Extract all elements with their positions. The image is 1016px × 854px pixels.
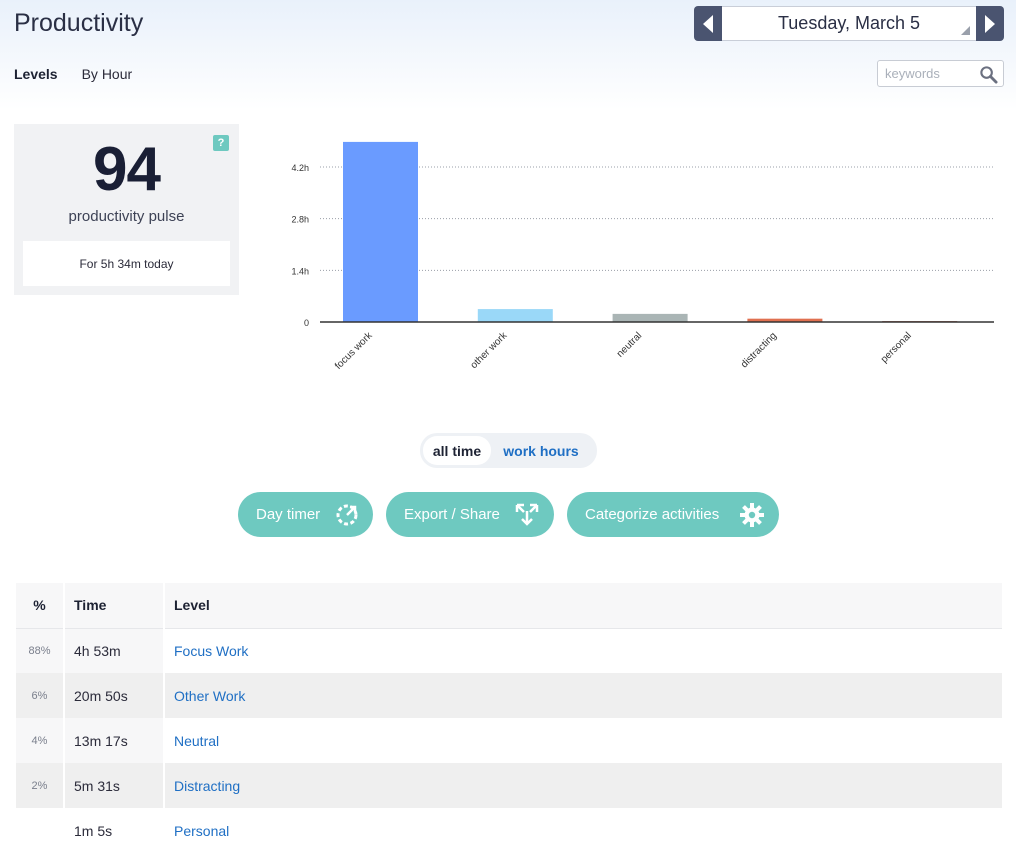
bar-other-work (477, 309, 553, 322)
row-level-cell: Focus Work (164, 628, 1002, 673)
y-tick-label: 4.2h (291, 163, 309, 173)
resize-corner-icon (961, 26, 970, 35)
table-header-row: % Time Level (16, 583, 1002, 629)
date-navigator: Tuesday, March 5 (694, 6, 1004, 41)
toggle-work-hours[interactable]: work hours (503, 442, 579, 459)
level-link-focus-work[interactable]: Focus Work (174, 642, 249, 659)
x-tick-label: neutral (615, 330, 644, 359)
bar-neutral (612, 313, 688, 322)
current-date: Tuesday, March 5 (777, 13, 921, 33)
row-level-cell: Distracting (164, 763, 1002, 808)
row-percent: 2% (16, 763, 65, 808)
next-day-button[interactable] (976, 6, 1004, 41)
row-time: 1m 5s (64, 808, 165, 853)
y-tick-label: 0 (304, 318, 309, 328)
date-picker[interactable]: Tuesday, March 5 (722, 6, 976, 41)
time-range-toggle: all time work hours (420, 433, 597, 468)
levels-table: % Time Level 88% 4h 53m Focus Work 6% 20… (16, 583, 1002, 853)
view-tabs: Levels By Hour (14, 66, 132, 82)
levels-bar-chart: 0 1.4h 2.8h 4.2h focus work other work neutral… (291, 141, 994, 372)
day-timer-label: Day timer (256, 506, 321, 523)
pulse-score: 94 (93, 135, 161, 204)
export-share-button[interactable]: Export / Share (386, 492, 554, 537)
row-level-cell: Personal (164, 808, 1002, 853)
tab-by-hour[interactable]: By Hour (81, 66, 133, 82)
x-tick-label: focus work (333, 330, 375, 372)
tab-levels[interactable]: Levels (14, 66, 58, 82)
previous-day-button[interactable] (694, 6, 722, 41)
export-share-label: Export / Share (404, 506, 500, 523)
table-row: 4% 13m 17s Neutral (16, 718, 1002, 763)
bar-distracting (747, 318, 823, 322)
categorize-label: Categorize activities (585, 506, 720, 523)
level-link-personal[interactable]: Personal (174, 822, 230, 839)
header-percent[interactable]: % (16, 583, 65, 629)
row-level-cell: Neutral (164, 718, 1002, 763)
pulse-label: productivity pulse (68, 208, 185, 225)
timer-icon (336, 504, 358, 526)
level-link-neutral[interactable]: Neutral (174, 732, 220, 749)
level-link-other-work[interactable]: Other Work (174, 687, 246, 704)
search-icon[interactable] (979, 65, 998, 84)
table-row: 2% 5m 31s Distracting (16, 763, 1002, 808)
chevron-left-icon (703, 14, 713, 33)
share-icon (515, 503, 539, 526)
x-tick-label: other work (469, 330, 510, 371)
level-link-distracting[interactable]: Distracting (174, 777, 241, 794)
page-title: Productivity (14, 9, 144, 37)
x-tick-label: personal (879, 330, 914, 365)
search-box (877, 60, 1004, 87)
row-percent (16, 808, 65, 853)
day-timer-button[interactable]: Day timer (238, 492, 373, 537)
row-percent: 6% (16, 673, 65, 718)
header-level[interactable]: Level (164, 583, 1002, 629)
categorize-activities-button[interactable]: Categorize activities (567, 492, 779, 537)
pulse-duration: For 5h 34m today (23, 241, 230, 286)
y-tick-label: 1.4h (291, 266, 309, 276)
chevron-right-icon (985, 14, 995, 33)
productivity-pulse-card: ? 94 productivity pulse For 5h 34m today (14, 124, 239, 295)
table-row: 1m 5s Personal (16, 808, 1002, 853)
row-time: 4h 53m (64, 628, 165, 673)
table-row: 88% 4h 53m Focus Work (16, 628, 1002, 673)
row-time: 5m 31s (64, 763, 165, 808)
header-time[interactable]: Time (64, 583, 165, 629)
row-time: 13m 17s (64, 718, 165, 763)
row-percent: 88% (16, 628, 65, 673)
row-time: 20m 50s (64, 673, 165, 718)
x-tick-label: distracting (739, 330, 779, 370)
row-level-cell: Other Work (164, 673, 1002, 718)
gear-icon (740, 503, 764, 527)
row-percent: 4% (16, 718, 65, 763)
search-input[interactable] (878, 61, 976, 86)
toggle-all-time[interactable]: all time (423, 436, 491, 465)
table-row: 6% 20m 50s Other Work (16, 673, 1002, 718)
bar-focus-work (343, 141, 418, 322)
help-icon[interactable]: ? (213, 135, 229, 151)
y-tick-label: 2.8h (291, 215, 309, 225)
